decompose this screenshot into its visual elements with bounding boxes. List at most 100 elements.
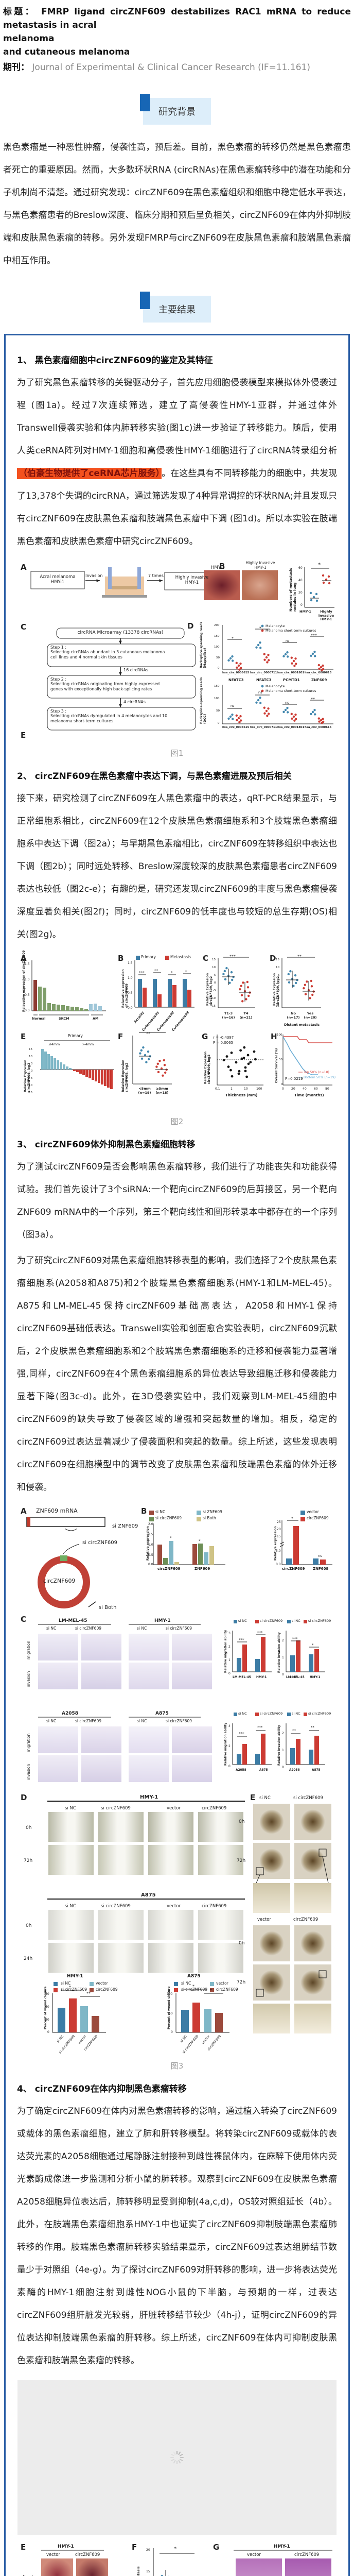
figure-label: ≤4mm [48,1042,60,1046]
figure-label: * [199,1539,201,1543]
figure-label: circZNF609 [202,1904,227,1909]
figure-4: EHMY-1vectorcircZNF609frontbackFNumbers … [17,2543,337,2576]
figure-label: -5 [30,1077,33,1080]
background-badge-label: 研究背景 [158,107,196,117]
figure-label: Numbers of metastasis nodules in lung [289,568,297,612]
figure-2-caption: 图2 [170,1117,184,1126]
figure-label: 5 [278,974,280,977]
figure-label: 1 [231,1087,233,1091]
figure-label: 72h [24,1858,33,1863]
figure-label: si Both [99,1605,117,1611]
section-2-paragraph: 接下来，研究检测了circZNF609在人黑色素瘤中的表达，qRT-PCR结果显… [17,793,337,940]
results-badge-label: 主要结果 [158,304,196,315]
figure-label: 0h [239,1941,245,1946]
figure-label: hsa_circ_0005615 [222,671,250,674]
figure-label: Normal [32,1016,46,1021]
figure-label: E [21,1032,26,1041]
figure-label: circZNF609 [75,2552,100,2557]
figure-label: Numbers of metastasis nodules in lung [136,2566,145,2576]
section-1-heading: 1、 黑色素瘤细胞中circZNF609的鉴定及其特征 [17,355,213,366]
figure-label: * [210,1988,212,1993]
figure-label: ** [297,954,302,959]
figure-canvas [41,2548,332,2576]
figure-3-caption: 图3 [170,2061,184,2071]
title-line-2: melanoma [3,33,55,44]
figure-label: * [185,970,187,974]
results-box: 1、 黑色素瘤细胞中circZNF609的鉴定及其特征 为了研究黑色素瘤转移的关… [4,334,350,2576]
figure-label: HMY-1 [154,1618,171,1623]
figure-label: SKCM [59,1016,69,1021]
figure-label: *** [239,1732,244,1736]
figure-label: * [232,636,234,641]
figure-label: 200 [214,624,220,627]
figure-label: Top 50% (n=18) [304,1071,329,1074]
figure-label: si circZNF609 [293,1795,323,1801]
figure-3: A ZNF609 mRNA si ZNF609 si circZNF609 circZN… [17,1506,337,2054]
figure-label: si circZNF609 [166,1626,192,1631]
figure-label: 20 [291,1087,295,1091]
figure-label: 2.0 [148,1522,153,1526]
figure-label: 0 [218,667,220,670]
figure-label: Relative invasion ability [278,1632,281,1673]
section-2-heading: 2、 circZNF609在黑色素瘤中表达下调，与黑色素瘤进展及预后相关 [17,771,292,782]
figure-label: 15 [276,958,279,961]
figure-label: 0.0 [128,1006,133,1010]
figure-label: ** [86,1991,91,1996]
figure-label: E [250,1793,256,1802]
figure-label: Melanocyte [266,684,285,688]
figure-label: si NC [65,1904,76,1909]
figure-label: LM-MEL-45 [59,1618,87,1623]
figure-label: A875 [187,1974,201,1979]
figure-label: 7 times [148,573,164,578]
figure-label: 10 [276,966,279,969]
figure-label: 72h [237,1980,246,1985]
figure-label: *** [239,1638,244,1642]
figure-label: Step 2 : Selecting circRNAs originating … [50,677,160,691]
figure-label: si circZNF609 [308,1619,331,1623]
figure-label: Backsplice-spanning reads (Mapsplice) [200,621,207,668]
figure-label: P = 0.0065 [213,1041,234,1045]
figure-label: 0h [239,1819,245,1824]
figure-label: * [291,1516,293,1521]
figure-label: Bottom 50% (n=19) [304,1076,336,1079]
figure-label: * [171,971,173,975]
figure-label: A2058 [62,1711,79,1716]
figure-label: front [23,2575,33,2576]
figure-label: Melanoma short-term cultures [266,629,316,633]
figure-2: A Relavative expression of circZNF609 1.5 1… [17,951,337,1109]
figure-label: 60 [45,1992,49,1996]
figure-label: circZNF609 [157,1567,181,1571]
figure-label: 4 circRNAs [123,700,146,704]
section-4-heading: 4、 circZNF609在体内抑制黑色素瘤转移 [17,2084,187,2094]
figure-label: si ZNF609 [112,1523,138,1529]
figure-label: 80 [325,1087,329,1091]
figure-label: 2 [228,1645,231,1649]
figure-label: F [132,2543,137,2552]
figure-label: HMY-1 [58,2544,74,2549]
figure-label: A [21,1506,27,1516]
figure-label: hsa_circ_0000615 [305,671,332,674]
figure-label: HMY-1 [211,565,225,570]
figure-label: Acral melanoma HMY-1 [40,574,76,585]
figure-label: hsa_circ_0000711 [250,671,277,674]
figure-label: No (n=17) [287,1011,300,1020]
figure-label: 100 [214,646,220,649]
figure-label: 4 [228,1724,231,1728]
figure-label: D [21,1793,27,1802]
figure-label: Relavative expression of circZNF609 [121,969,129,1008]
figure-label: ZNF609 [194,1567,210,1571]
figure-label: si NC [137,1719,147,1723]
figure-label: 15 [29,1048,32,1051]
figure-label: vector [247,2552,261,2557]
figure-label: T4 (n=21) [239,1011,253,1020]
figure-label: A [21,563,27,572]
figure-label: Overall Survival (%) [275,1048,278,1083]
figure-label: 15 [277,1535,281,1538]
figure-label: si NC [259,1795,271,1801]
figure-label: ns [318,1554,322,1558]
figure-label: circZNF609 [307,1516,329,1520]
figure-label: vector [96,1981,108,1986]
figure-label: 100 [277,1033,282,1037]
figure-label: si NC [61,1981,71,1986]
figure-label: B [118,954,124,963]
